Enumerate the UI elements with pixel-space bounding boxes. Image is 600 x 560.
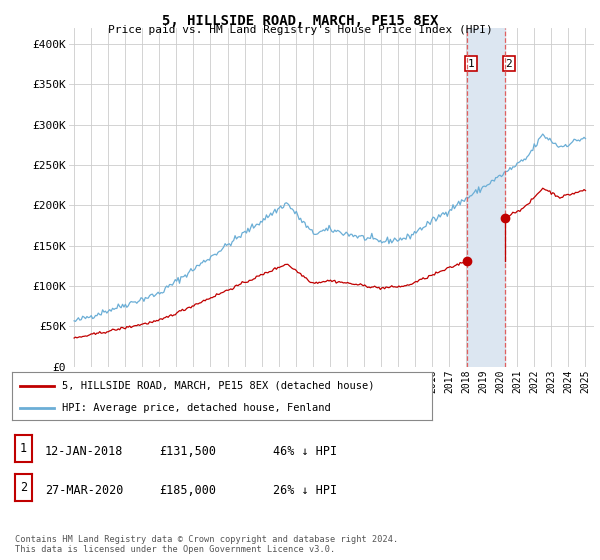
Text: HPI: Average price, detached house, Fenland: HPI: Average price, detached house, Fenl… — [62, 403, 331, 413]
Text: 1: 1 — [20, 442, 27, 455]
Text: 5, HILLSIDE ROAD, MARCH, PE15 8EX: 5, HILLSIDE ROAD, MARCH, PE15 8EX — [162, 14, 438, 28]
Text: 27-MAR-2020: 27-MAR-2020 — [45, 484, 124, 497]
Bar — [467, 28, 505, 367]
Text: 46% ↓ HPI: 46% ↓ HPI — [273, 445, 337, 458]
Text: £185,000: £185,000 — [159, 484, 216, 497]
Text: 2: 2 — [505, 59, 512, 69]
Text: 5, HILLSIDE ROAD, MARCH, PE15 8EX (detached house): 5, HILLSIDE ROAD, MARCH, PE15 8EX (detac… — [62, 381, 375, 391]
Text: £131,500: £131,500 — [159, 445, 216, 458]
Text: Contains HM Land Registry data © Crown copyright and database right 2024.
This d: Contains HM Land Registry data © Crown c… — [15, 535, 398, 554]
Text: 1: 1 — [467, 59, 475, 69]
Text: 12-JAN-2018: 12-JAN-2018 — [45, 445, 124, 458]
Text: Price paid vs. HM Land Registry's House Price Index (HPI): Price paid vs. HM Land Registry's House … — [107, 25, 493, 35]
Text: 26% ↓ HPI: 26% ↓ HPI — [273, 484, 337, 497]
Text: 2: 2 — [20, 481, 27, 494]
